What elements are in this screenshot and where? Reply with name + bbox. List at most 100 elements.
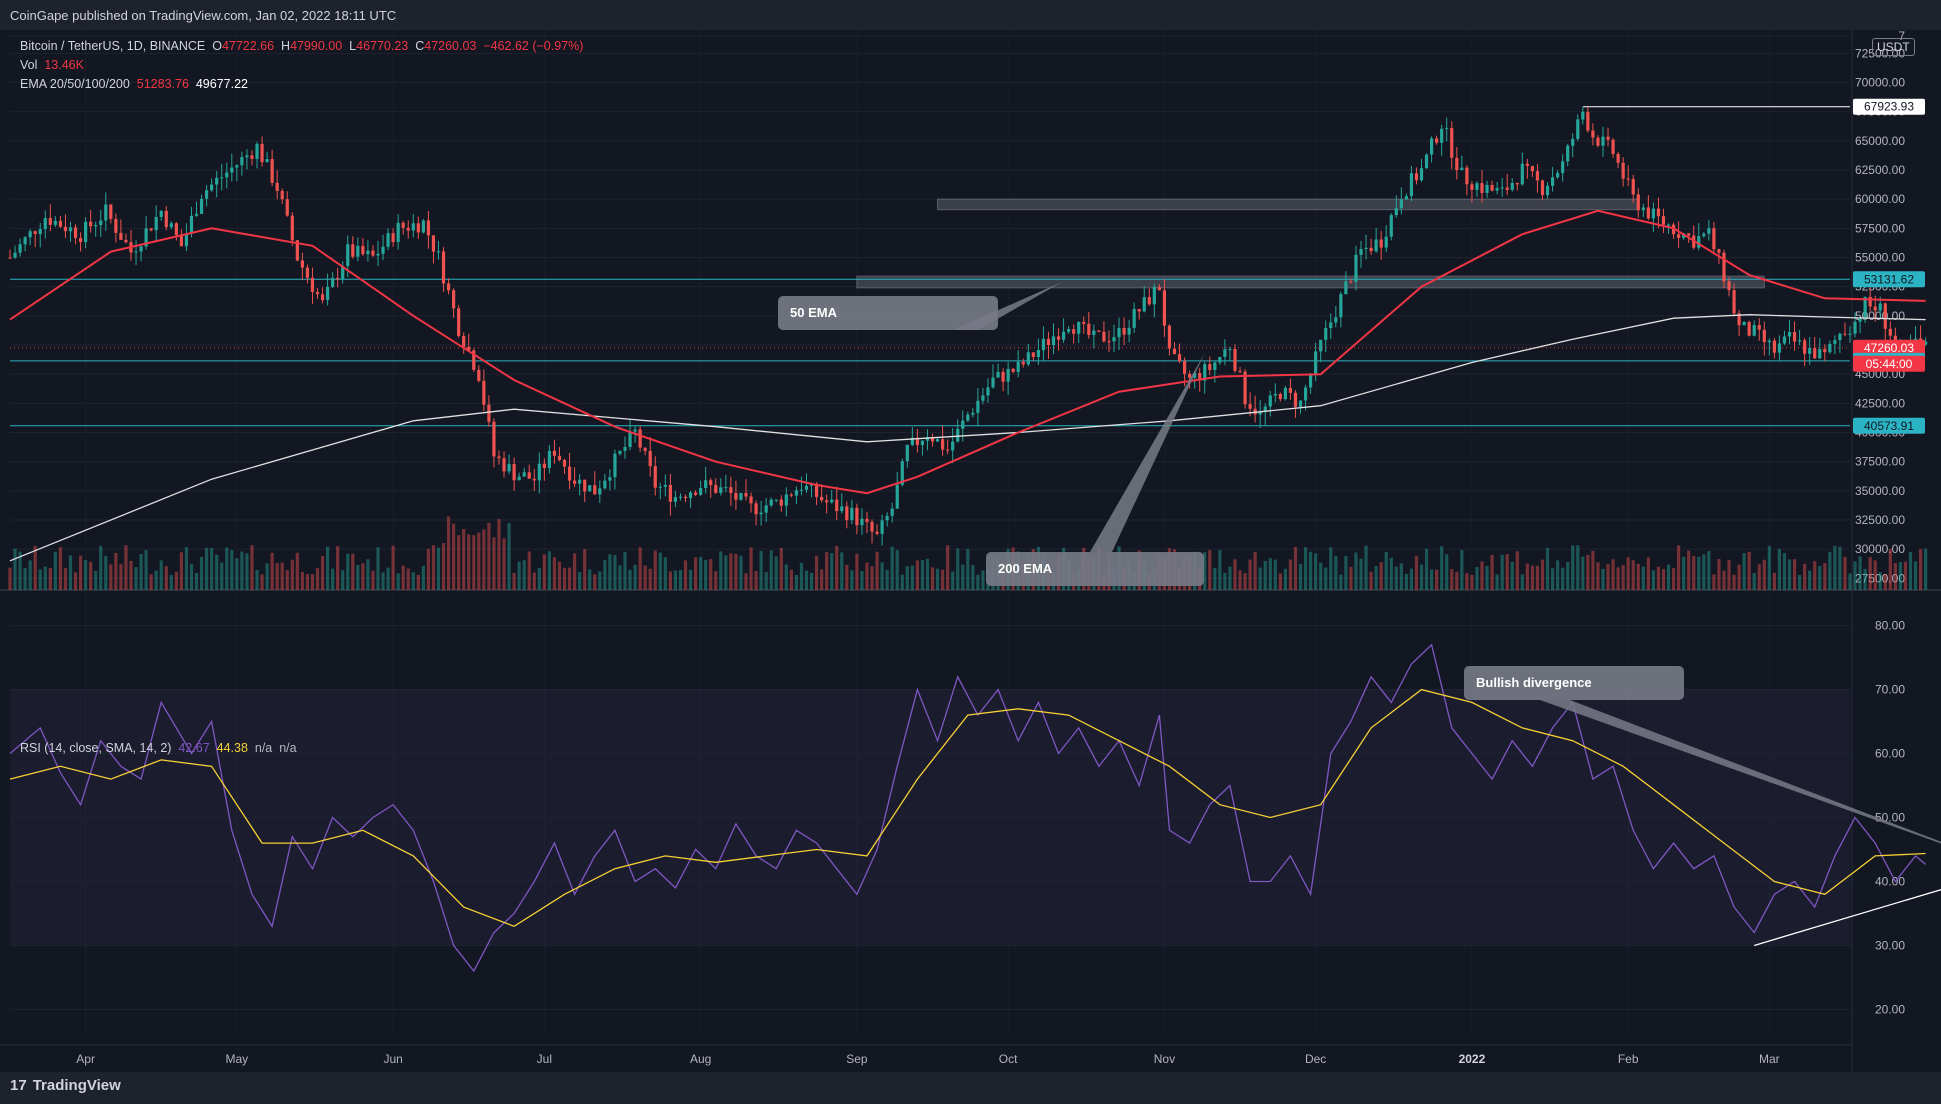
candle-body[interactable]	[1808, 347, 1812, 354]
candle-body[interactable]	[205, 190, 209, 199]
candle-body[interactable]	[699, 488, 703, 495]
candle-body[interactable]	[542, 463, 546, 469]
candle-body[interactable]	[935, 439, 940, 442]
candle-body[interactable]	[668, 484, 672, 502]
candle-body[interactable]	[346, 244, 350, 267]
candle-body[interactable]	[1087, 323, 1091, 336]
candle-body[interactable]	[719, 487, 723, 493]
candle-body[interactable]	[1061, 331, 1066, 340]
candle-body[interactable]	[109, 204, 113, 219]
candle-body[interactable]	[38, 229, 42, 234]
candle-body[interactable]	[406, 227, 410, 231]
candle-body[interactable]	[915, 437, 919, 445]
candle-body[interactable]	[1470, 184, 1474, 190]
candle-body[interactable]	[1722, 252, 1726, 282]
candle-body[interactable]	[1540, 180, 1545, 196]
candle-body[interactable]	[825, 500, 829, 503]
candle-body[interactable]	[986, 387, 990, 396]
candle-body[interactable]	[1273, 394, 1277, 396]
candle-body[interactable]	[235, 165, 239, 168]
candle-body[interactable]	[99, 220, 103, 225]
candle-body[interactable]	[1117, 327, 1121, 338]
candle-body[interactable]	[779, 499, 783, 506]
candle-body[interactable]	[1661, 216, 1666, 225]
candle-body[interactable]	[381, 246, 385, 254]
candle-body[interactable]	[1238, 370, 1242, 372]
rsi-sma-line[interactable]	[9, 688, 1926, 928]
candle-body[interactable]	[1500, 187, 1504, 189]
candle-body[interactable]	[1475, 183, 1479, 190]
candle-body[interactable]	[23, 237, 27, 245]
candle-body[interactable]	[1566, 145, 1570, 162]
candle-body[interactable]	[537, 463, 541, 481]
candle-body[interactable]	[139, 246, 143, 252]
candle-body[interactable]	[1883, 303, 1887, 329]
candle-body[interactable]	[804, 485, 809, 490]
candle-body[interactable]	[1283, 387, 1287, 400]
candle-body[interactable]	[1419, 168, 1424, 181]
candle-body[interactable]	[653, 466, 657, 488]
candle-body[interactable]	[724, 487, 728, 489]
candle-body[interactable]	[1480, 183, 1484, 193]
candle-body[interactable]	[1026, 352, 1030, 365]
candle-body[interactable]	[1036, 350, 1040, 357]
candle-body[interactable]	[688, 492, 693, 499]
candle-body[interactable]	[1581, 111, 1585, 120]
candle-body[interactable]	[1399, 199, 1403, 209]
candle-body[interactable]	[1228, 348, 1232, 350]
candle-body[interactable]	[1848, 333, 1852, 335]
last-price-badge[interactable]	[1853, 339, 1925, 356]
candle-body[interactable]	[199, 198, 204, 214]
candle-body[interactable]	[941, 439, 945, 450]
candle-body[interactable]	[764, 505, 768, 513]
candle-body[interactable]	[1868, 296, 1872, 307]
symbol-title[interactable]: Bitcoin / TetherUS, 1D, BINANCE	[20, 39, 206, 53]
candle-body[interactable]	[1601, 136, 1605, 146]
candle-body[interactable]	[1288, 387, 1293, 393]
candle-body[interactable]	[1813, 347, 1817, 359]
candle-body[interactable]	[1041, 338, 1046, 351]
resistance-badge[interactable]	[1853, 271, 1925, 288]
candle-body[interactable]	[1177, 354, 1182, 362]
candle-body[interactable]	[900, 461, 904, 485]
candle-body[interactable]	[8, 257, 12, 259]
candle-body[interactable]	[467, 346, 471, 351]
candle-body[interactable]	[1666, 224, 1671, 226]
candle-body[interactable]	[578, 479, 582, 484]
candle-body[interactable]	[356, 245, 360, 257]
candle-body[interactable]	[411, 223, 415, 231]
candle-body[interactable]	[1369, 247, 1373, 252]
candle-body[interactable]	[174, 223, 178, 235]
candle-body[interactable]	[683, 496, 688, 499]
candle-body[interactable]	[946, 449, 950, 451]
candle-body[interactable]	[1712, 228, 1716, 250]
top-level-badge[interactable]	[1853, 98, 1925, 115]
candle-body[interactable]	[1823, 349, 1827, 353]
candle-body[interactable]	[1233, 348, 1237, 371]
candle-body[interactable]	[648, 450, 652, 467]
candle-body[interactable]	[704, 480, 708, 489]
support-2-badge[interactable]	[1853, 417, 1925, 434]
candle-body[interactable]	[1056, 336, 1061, 340]
candle-body[interactable]	[628, 431, 632, 447]
candle-body[interactable]	[1374, 239, 1378, 252]
candle-body[interactable]	[870, 521, 874, 532]
candle-body[interactable]	[875, 531, 879, 534]
candle-body[interactable]	[134, 251, 138, 253]
candle-body[interactable]	[956, 428, 960, 442]
candle-body[interactable]	[1510, 183, 1514, 190]
candle-body[interactable]	[814, 483, 819, 497]
candle-body[interactable]	[673, 497, 678, 502]
candle-body[interactable]	[325, 286, 330, 301]
candle-body[interactable]	[1697, 236, 1701, 248]
candle-body[interactable]	[1072, 329, 1076, 334]
candle-body[interactable]	[890, 508, 894, 516]
candle-body[interactable]	[1324, 328, 1328, 340]
candle-body[interactable]	[769, 499, 773, 506]
candle-body[interactable]	[1429, 138, 1434, 155]
candle-body[interactable]	[1314, 351, 1318, 375]
candle-body[interactable]	[436, 251, 441, 253]
candle-body[interactable]	[1641, 207, 1645, 211]
candle-body[interactable]	[1359, 248, 1363, 255]
candle-body[interactable]	[240, 157, 244, 166]
